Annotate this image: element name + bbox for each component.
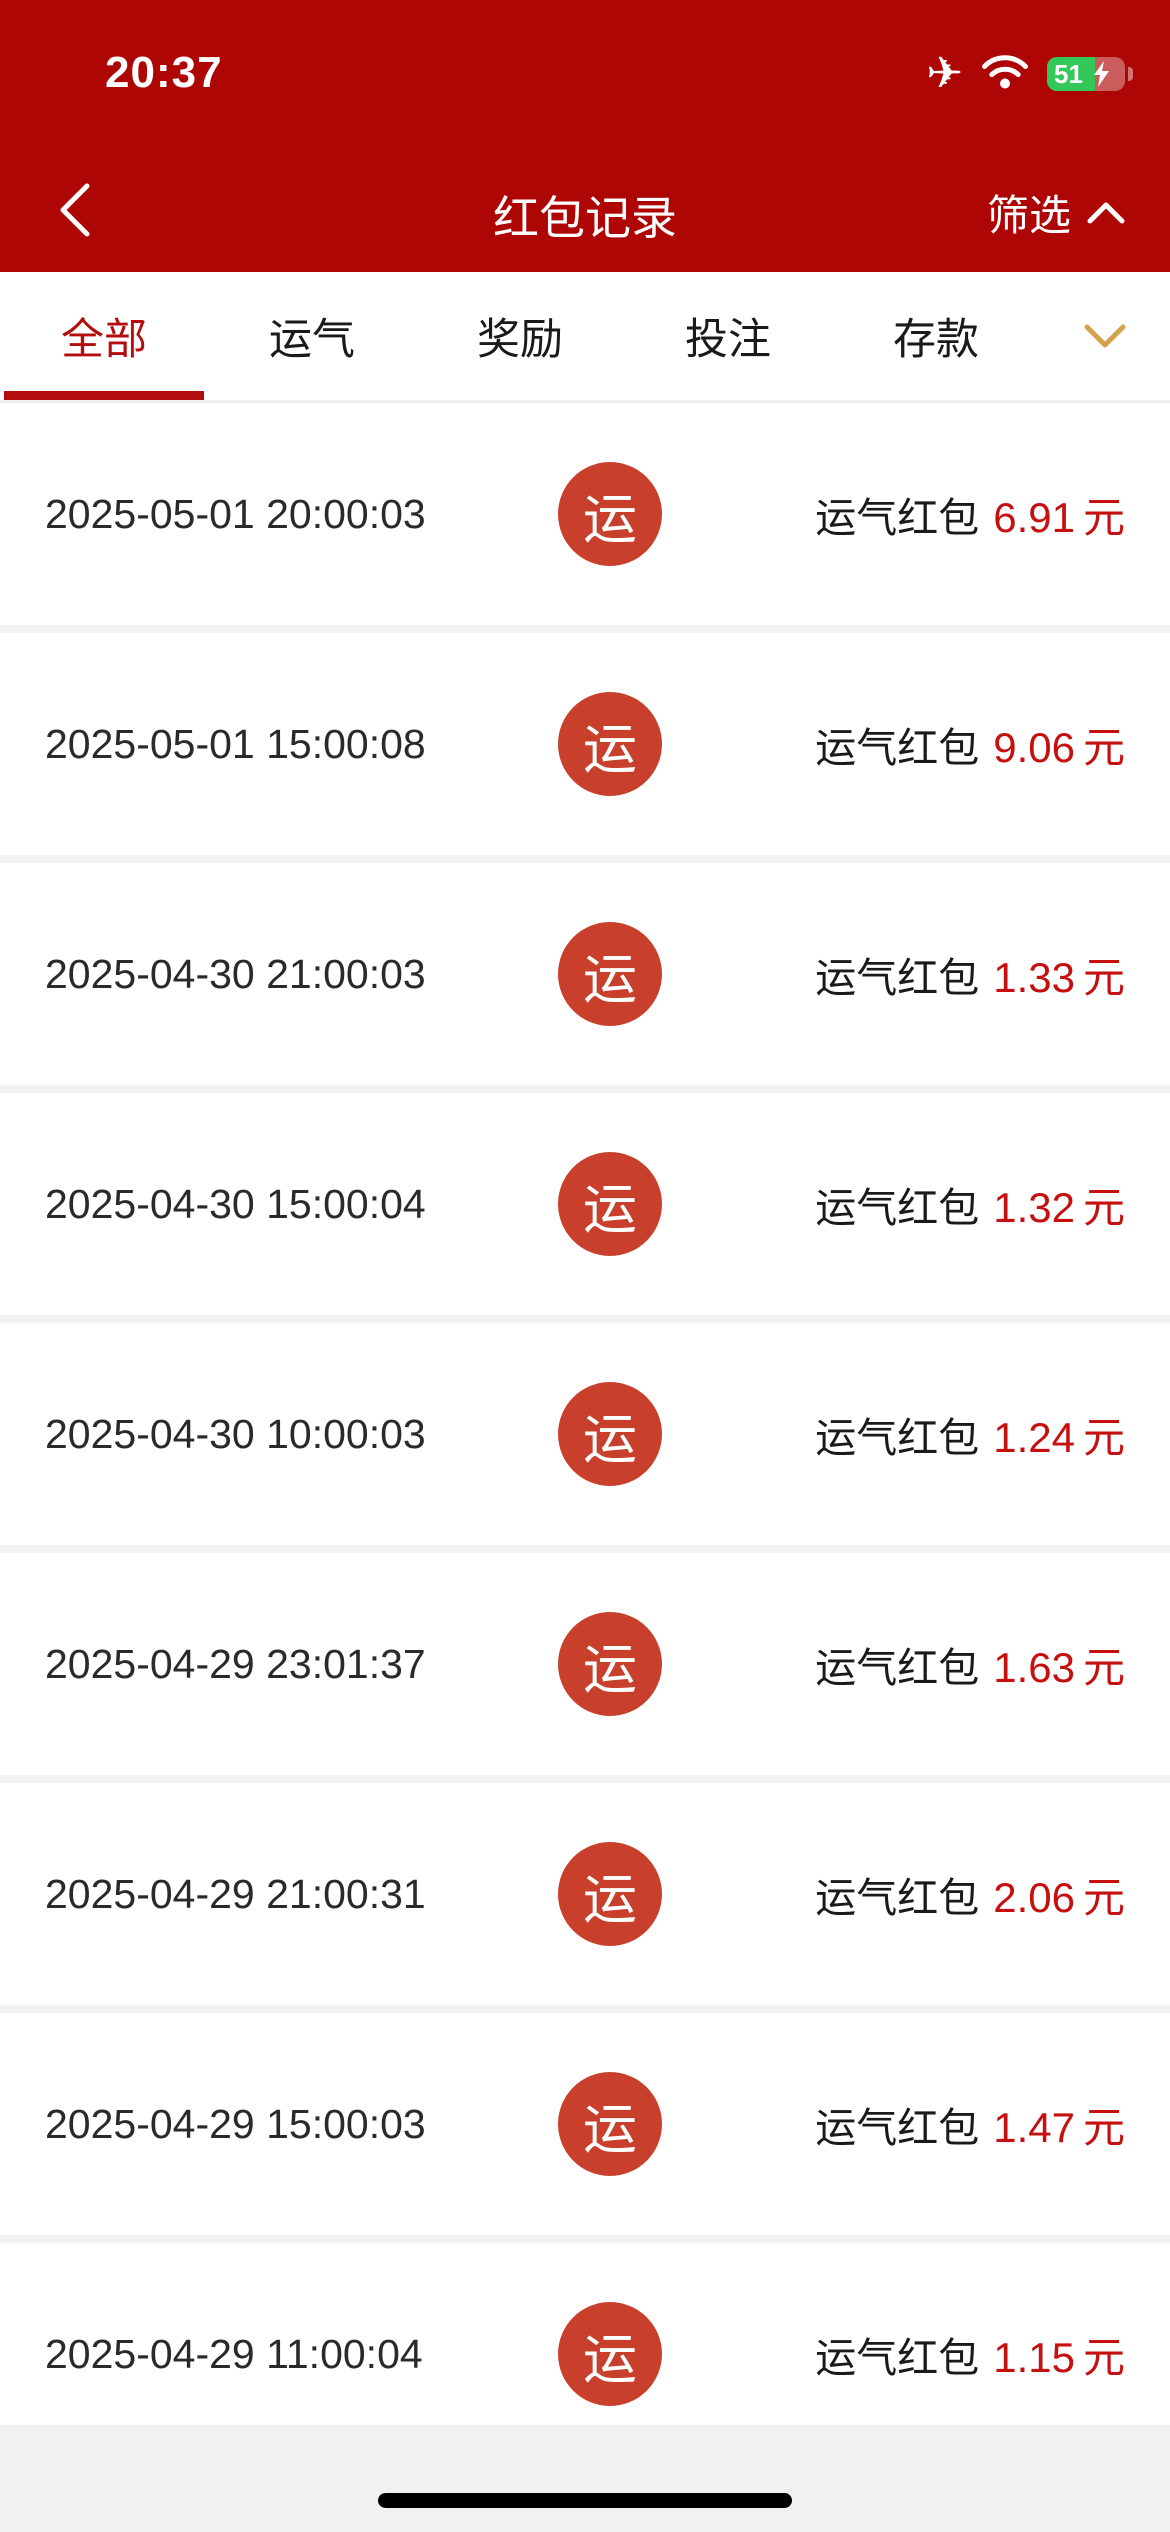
record-datetime: 2025-04-30 10:00:03 [45,1410,426,1457]
badge-char: 运 [583,1639,637,1700]
record-detail: 运气红包 9.06 元 [815,633,1125,855]
badge-char: 运 [583,2099,637,2160]
record-detail: 运气红包 2.06 元 [815,1783,1125,2005]
tab-item-1[interactable]: 运气 [269,316,355,364]
battery-fill [1047,57,1095,91]
record-amount: 2.06 元 [993,1873,1125,1921]
wifi-icon [981,54,1029,95]
battery-percent: 51 [1054,59,1083,89]
tab-item-0[interactable]: 全部 [0,272,208,400]
tab-item-2[interactable]: 奖励 [477,316,563,364]
record-amount: 1.15 元 [993,2333,1125,2381]
nav-bar: 红包记录 筛选 [0,110,1170,272]
luck-badge-icon: 运 [558,1612,662,1716]
record-amount: 6.91 元 [993,493,1125,541]
record-amount: 1.32 元 [993,1183,1125,1231]
record-type-label: 运气红包 [815,1645,980,1691]
record-datetime: 2025-04-29 23:01:37 [45,1640,426,1687]
luck-badge-icon: 运 [558,2072,662,2176]
badge-char: 运 [583,2329,637,2390]
luck-badge-icon: 运 [558,1842,662,1946]
airplane-mode-icon: ✈︎ [926,49,963,98]
record-type-label: 运气红包 [815,2105,980,2151]
record-type-label: 运气红包 [815,495,980,541]
badge-char: 运 [583,489,637,550]
record-datetime: 2025-04-30 15:00:04 [45,1180,426,1227]
record-datetime: 2025-05-01 20:00:03 [45,490,426,537]
record-type-label: 运气红包 [815,725,980,771]
record-detail: 运气红包 1.32 元 [815,1093,1125,1315]
record-type-label: 运气红包 [815,1185,980,1231]
badge-char: 运 [583,1179,637,1240]
badge-char: 运 [583,719,637,780]
record-row[interactable]: 2025-04-29 21:00:31 运 运气红包 2.06 元 [0,1783,1170,2005]
tab-item-3[interactable]: 投注 [685,316,771,364]
clock: 20:37 [105,48,223,97]
luck-badge-icon: 运 [558,1382,662,1486]
status-icons: ✈︎ 51 [926,49,1133,98]
record-datetime: 2025-04-30 21:00:03 [45,950,426,997]
record-detail: 运气红包 6.91 元 [815,403,1125,625]
header: 20:37 ✈︎ 51 [0,0,1170,272]
back-chevron-icon [60,183,90,237]
bottom-safe-area [0,2425,1170,2532]
record-amount: 1.24 元 [993,1413,1125,1461]
record-list: 2025-05-01 20:00:03 运 运气红包 6.91 元 2025-05… [0,403,1170,2465]
record-amount: 1.63 元 [993,1643,1125,1691]
luck-badge-icon: 运 [558,2302,662,2406]
record-type-label: 运气红包 [815,2335,980,2381]
record-amount: 1.47 元 [993,2103,1125,2151]
record-type-label: 运气红包 [815,1415,980,1461]
record-row[interactable]: 2025-04-29 15:00:03 运 运气红包 1.47 元 [0,2013,1170,2235]
tabs-expand-button[interactable] [1040,272,1170,400]
page-title: 红包记录 [493,192,677,244]
luck-badge-icon: 运 [558,462,662,566]
record-detail: 运气红包 1.24 元 [815,1323,1125,1545]
record-row[interactable]: 2025-05-01 15:00:08 运 运气红包 9.06 元 [0,633,1170,855]
status-bar: 20:37 ✈︎ 51 [0,0,1170,110]
record-detail: 运气红包 1.15 元 [815,2243,1125,2465]
luck-badge-icon: 运 [558,692,662,796]
record-type-label: 运气红包 [815,1875,980,1921]
badge-char: 运 [583,949,637,1010]
charging-bolt-icon [1094,61,1109,92]
luck-badge-icon: 运 [558,1152,662,1256]
record-amount: 9.06 元 [993,723,1125,771]
record-type-label: 运气红包 [815,955,980,1001]
record-row[interactable]: 2025-04-29 23:01:37 运 运气红包 1.63 元 [0,1553,1170,1775]
filter-button[interactable]: 筛选 [987,182,1125,243]
tab-item-4[interactable]: 存款 [893,316,979,364]
luck-badge-icon: 运 [558,922,662,1026]
record-detail: 运气红包 1.47 元 [815,2013,1125,2235]
back-button[interactable] [40,170,110,250]
battery-cap [1128,67,1133,81]
record-datetime: 2025-04-29 15:00:03 [45,2100,426,2147]
record-datetime: 2025-05-01 15:00:08 [45,720,426,767]
category-tab-bar: 全部 运气 奖励 投注 存款 [0,272,1170,403]
record-row[interactable]: 2025-04-30 15:00:04 运 运气红包 1.32 元 [0,1093,1170,1315]
record-amount: 1.33 元 [993,953,1125,1001]
record-row[interactable]: 2025-04-30 10:00:03 运 运气红包 1.24 元 [0,1323,1170,1545]
record-row[interactable]: 2025-05-01 20:00:03 运 运气红包 6.91 元 [0,403,1170,625]
record-row[interactable]: 2025-04-30 21:00:03 运 运气红包 1.33 元 [0,863,1170,1085]
chevron-up-icon [1087,202,1125,223]
record-detail: 运气红包 1.33 元 [815,863,1125,1085]
record-datetime: 2025-04-29 21:00:31 [45,1870,426,1917]
record-detail: 运气红包 1.63 元 [815,1553,1125,1775]
badge-char: 运 [583,1869,637,1930]
chevron-down-icon [1084,324,1126,348]
home-indicator[interactable] [378,2493,792,2508]
record-datetime: 2025-04-29 11:00:04 [45,2330,423,2377]
battery-charging-icon: 51 [1047,57,1133,92]
badge-char: 运 [583,1409,637,1470]
filter-label: 筛选 [986,192,1071,239]
